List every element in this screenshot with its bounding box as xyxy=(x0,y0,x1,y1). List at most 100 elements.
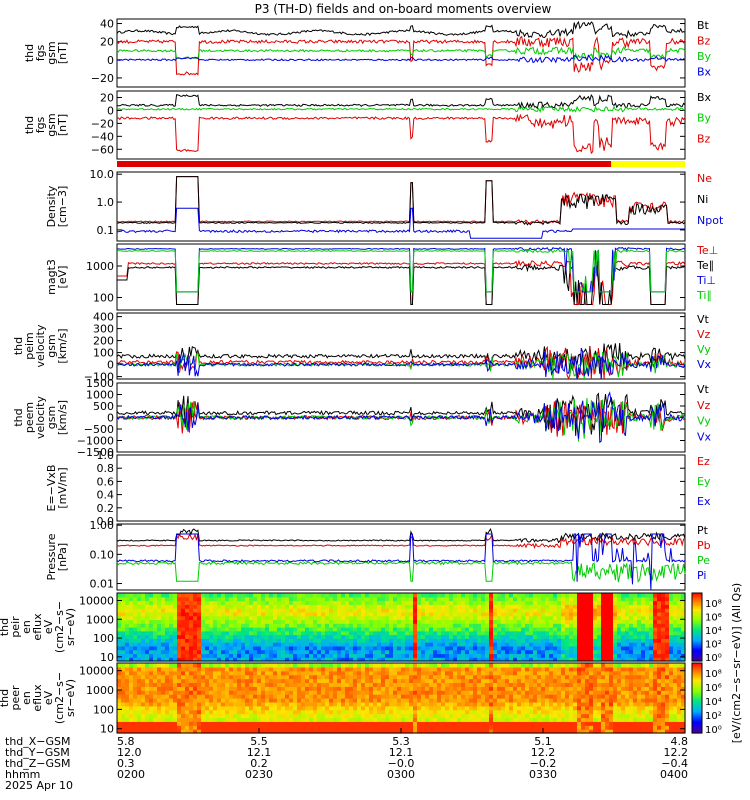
legend-label: By xyxy=(697,112,712,125)
spec-cell xyxy=(297,666,302,672)
spec-cell xyxy=(649,627,654,632)
spec-cell xyxy=(481,686,486,691)
spec-cell xyxy=(533,666,538,672)
spec-cell xyxy=(273,611,278,617)
spec-cell xyxy=(621,611,626,617)
spec-cell xyxy=(413,686,418,691)
spec-cell xyxy=(245,698,250,703)
spec-cell xyxy=(561,619,566,624)
spec-cell xyxy=(181,725,186,730)
spec-cell xyxy=(217,593,222,598)
spec-cell xyxy=(365,600,370,605)
spec-cell xyxy=(409,686,414,691)
y-axis-label: [km/s] xyxy=(56,328,69,363)
spec-cell xyxy=(225,694,230,699)
spec-cell xyxy=(493,615,498,621)
spec-cell xyxy=(601,638,606,643)
spec-cell xyxy=(561,593,566,598)
spec-cell xyxy=(137,638,142,643)
spec-cell xyxy=(397,694,402,699)
spec-cell xyxy=(537,615,542,621)
spec-cell xyxy=(365,642,370,647)
spec-cell xyxy=(601,627,606,632)
spec-cell xyxy=(413,682,418,687)
spec-cell xyxy=(593,645,598,651)
spec-cell xyxy=(625,611,630,617)
spec-cell xyxy=(345,608,350,613)
spec-cell xyxy=(249,663,254,668)
spec-cell xyxy=(385,682,390,687)
spec-cell xyxy=(269,717,274,722)
spec-cell xyxy=(441,653,446,658)
spec-cell xyxy=(485,674,490,680)
spec-cell xyxy=(357,678,362,684)
spec-cell xyxy=(461,705,466,711)
spec-cell xyxy=(257,725,262,730)
spec-cell xyxy=(389,682,394,687)
spec-cell xyxy=(145,682,150,687)
spec-cell xyxy=(313,666,318,672)
spec-cell xyxy=(237,694,242,699)
spec-cell xyxy=(345,653,350,658)
spec-cell xyxy=(301,663,306,668)
spec-cell xyxy=(193,725,198,730)
spec-cell xyxy=(393,619,398,624)
spec-cell xyxy=(633,627,638,632)
spec-cell xyxy=(149,694,154,699)
spec-cell xyxy=(577,630,582,636)
spec-cell xyxy=(233,682,238,687)
spec-cell xyxy=(581,627,586,632)
spec-cell xyxy=(233,604,238,609)
spec-cell xyxy=(421,608,426,613)
spec-cell xyxy=(677,649,682,655)
spec-cell xyxy=(277,709,282,715)
spec-cell xyxy=(481,678,486,684)
spec-cell xyxy=(141,713,146,719)
spec-cell xyxy=(553,619,558,624)
spec-cell xyxy=(629,634,634,639)
spec-cell xyxy=(205,725,210,730)
spec-cell xyxy=(149,701,154,707)
spec-cell xyxy=(345,596,350,602)
spec-cell xyxy=(549,717,554,722)
spec-cell xyxy=(201,670,206,676)
spec-cell xyxy=(133,729,138,734)
spec-cell xyxy=(161,611,166,617)
spec-cell xyxy=(505,670,510,676)
spec-cell xyxy=(457,596,462,602)
panel-frame xyxy=(116,18,686,88)
spec-cell xyxy=(293,642,298,647)
spec-cell xyxy=(257,634,262,639)
spec-cell xyxy=(185,717,190,722)
spec-cell xyxy=(373,600,378,605)
spec-cell xyxy=(253,600,258,605)
spec-cell xyxy=(413,663,418,668)
spec-cell xyxy=(525,682,530,687)
legend-label: Vx xyxy=(697,358,712,371)
spec-cell xyxy=(341,666,346,672)
spec-cell xyxy=(321,657,326,662)
spec-cell xyxy=(217,717,222,722)
spec-cell xyxy=(145,713,150,719)
spec-cell xyxy=(605,645,610,651)
spec-cell xyxy=(441,663,446,668)
spec-cell xyxy=(521,642,526,647)
spec-cell xyxy=(665,657,670,662)
spec-cell xyxy=(233,674,238,680)
spec-cell xyxy=(601,642,606,647)
spec-cell xyxy=(205,678,210,684)
spec-cell xyxy=(145,604,150,609)
spec-cell xyxy=(281,698,286,703)
spec-cell xyxy=(537,705,542,711)
spec-cell xyxy=(557,623,562,628)
spec-cell xyxy=(297,698,302,703)
legend-label: Te⊥ xyxy=(696,244,718,257)
spec-cell xyxy=(341,663,346,668)
spec-cell xyxy=(133,604,138,609)
spec-cell xyxy=(549,663,554,668)
spec-cell xyxy=(173,653,178,658)
y-axis-label: [mV/m] xyxy=(56,467,69,508)
spec-cell xyxy=(409,666,414,672)
spec-cell xyxy=(605,596,610,602)
spec-cell xyxy=(249,600,254,605)
